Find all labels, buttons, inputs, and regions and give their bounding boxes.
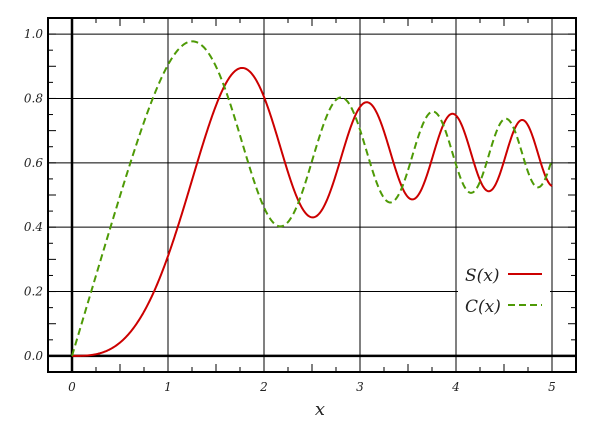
x-tick-label: 4: [451, 380, 460, 394]
x-axis-label: x: [315, 399, 325, 420]
x-tick-label: 1: [164, 380, 172, 394]
y-tick-label: 0.4: [24, 220, 43, 234]
legend-background: [458, 258, 550, 320]
grid: [48, 18, 576, 372]
plot-frame: [47, 17, 577, 373]
y-tick-label: 0.0: [24, 349, 43, 363]
x-tick-label: 2: [259, 380, 268, 394]
y-tick-label: 0.8: [24, 91, 43, 105]
legend-label-c: C(x): [465, 297, 501, 317]
x-tick-label: 3: [356, 380, 364, 394]
x-tick-label: 5: [548, 380, 556, 394]
y-tick-label: 0.6: [24, 156, 43, 170]
tick-labels: 0 1 2 3 4 5 0.0 0.2 0.4 0.6 0.8 1.0: [24, 27, 556, 394]
legend-label-s: S(x): [465, 266, 500, 286]
legend: S(x) C(x): [458, 258, 550, 320]
x-tick-label: 0: [68, 380, 76, 394]
series-line-s: [72, 66, 553, 357]
y-tick-label: 0.2: [24, 285, 43, 299]
curves: [71, 40, 553, 357]
series-line-c: [71, 40, 553, 357]
y-tick-label: 1.0: [24, 27, 43, 41]
